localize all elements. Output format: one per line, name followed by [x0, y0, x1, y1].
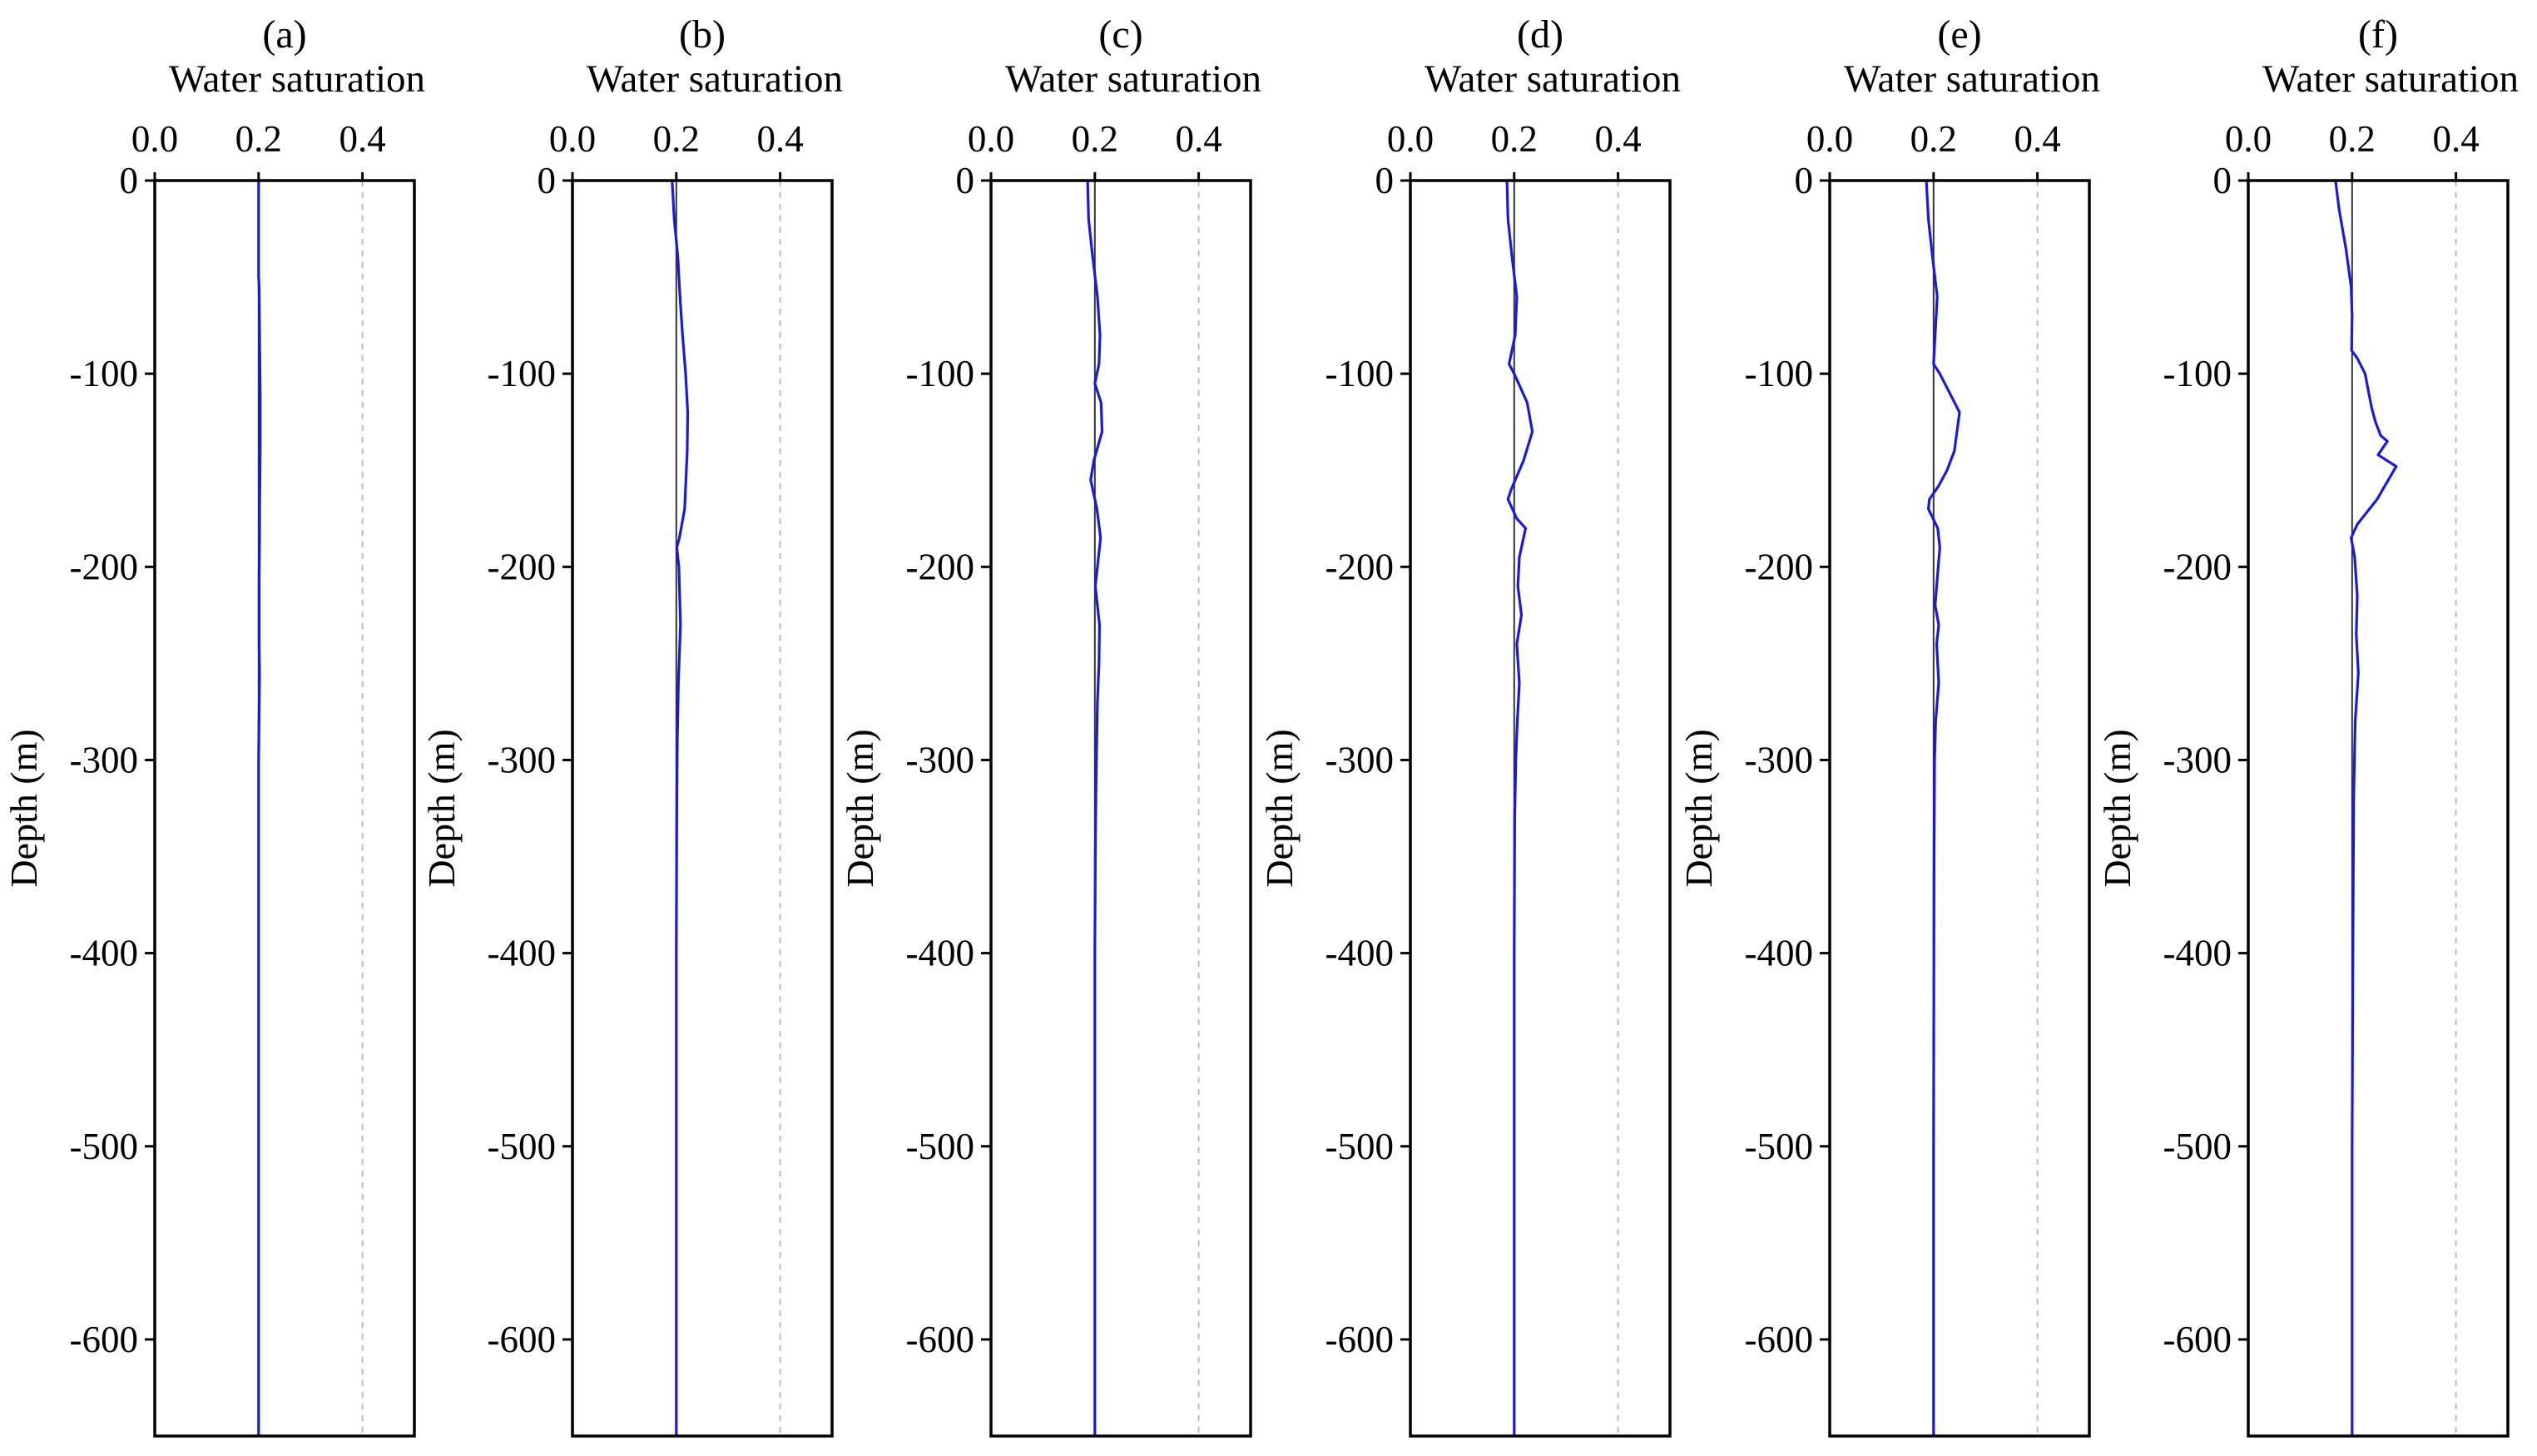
- y-tick-label: -300: [1745, 739, 1814, 780]
- y-tick-label: -600: [70, 1319, 139, 1360]
- panel-label: (c): [1098, 12, 1142, 57]
- y-axis-title: Depth (m): [839, 729, 881, 887]
- y-tick-label: -600: [1745, 1319, 1814, 1360]
- y-tick-label: -400: [70, 933, 139, 974]
- saturation-profile-line: [257, 181, 262, 1436]
- x-axis-title: Water saturation: [1844, 57, 2100, 101]
- panel-c: (c)Water saturation 0.0 0.2 0.4 0 -100 -200 -30…: [839, 12, 1261, 1438]
- saturation-profile-line: [671, 180, 690, 1436]
- panel-label: (d): [1517, 12, 1563, 57]
- y-axis-title: Depth (m): [420, 729, 463, 887]
- panel-b: (b)Water saturation 0.0 0.2 0.4 0 -100 -200 -30…: [420, 12, 843, 1438]
- x-tick-label: 0.2: [1910, 118, 1957, 160]
- y-tick-label: 0: [956, 160, 975, 201]
- x-tick-label: 0.0: [2225, 118, 2272, 160]
- panel-f: (f)Water saturation 0.0 0.2 0.4 0 -100 -200 -30…: [2096, 12, 2519, 1438]
- panel-d: (d)Water saturation 0.0 0.2 0.4 0 -100 -200 -30…: [1258, 12, 1681, 1438]
- x-tick-label: 0.4: [339, 118, 385, 160]
- y-tick-label: -300: [2163, 739, 2232, 780]
- y-axis-title: Depth (m): [2, 729, 45, 887]
- plot-frame: [571, 179, 834, 1438]
- y-tick-label: -300: [1325, 739, 1395, 780]
- x-axis-title: Water saturation: [169, 57, 425, 101]
- y-tick-label: -400: [906, 933, 975, 974]
- y-tick-label: -500: [488, 1126, 557, 1167]
- x-tick-label: 0.2: [1491, 118, 1538, 160]
- x-axis-title: Water saturation: [2262, 57, 2519, 101]
- saturation-profile-line: [1925, 180, 1961, 1436]
- y-tick-label: -500: [1745, 1126, 1814, 1167]
- panel-label: (f): [2358, 12, 2398, 57]
- x-tick-label: 0.4: [756, 118, 803, 160]
- panel-a: (a)Water saturation 0.0 0.2 0.4 0 -100 -200 -30…: [2, 12, 425, 1438]
- y-tick-label: -200: [906, 546, 975, 587]
- panel-label: (a): [262, 12, 306, 57]
- x-tick-label: 0.4: [1175, 118, 1221, 160]
- plot-frame: [2247, 179, 2510, 1438]
- y-tick-label: -400: [2163, 933, 2232, 974]
- y-tick-label: -400: [488, 933, 557, 974]
- y-tick-label: -600: [2163, 1319, 2232, 1360]
- y-tick-label: -100: [70, 353, 139, 394]
- panel-label: (b): [679, 12, 726, 57]
- y-tick-label: 0: [120, 160, 139, 201]
- y-tick-label: -400: [1325, 933, 1395, 974]
- x-tick-label: 0.2: [235, 118, 282, 160]
- y-tick-label: -500: [70, 1126, 139, 1167]
- saturation-profile-line: [1505, 180, 1534, 1436]
- y-tick-label: -200: [2163, 546, 2232, 587]
- x-tick-label: 0.2: [2329, 118, 2376, 160]
- plot-frame: [1828, 179, 2091, 1438]
- panel-e: (e)Water saturation 0.0 0.2 0.4 0 -100 -200 -30…: [1677, 12, 2100, 1438]
- x-axis-title: Water saturation: [1005, 57, 1261, 101]
- x-tick-label: 0.0: [549, 118, 596, 160]
- y-tick-label: -500: [906, 1126, 975, 1167]
- y-tick-label: 0: [538, 160, 557, 201]
- y-tick-label: -100: [488, 353, 557, 394]
- y-tick-label: -200: [1745, 546, 1814, 587]
- x-tick-label: 0.2: [653, 118, 700, 160]
- plot-frame: [153, 179, 416, 1438]
- y-tick-label: -100: [2163, 353, 2232, 394]
- y-tick-label: -500: [2163, 1126, 2232, 1167]
- y-axis-title: Depth (m): [1258, 729, 1301, 887]
- x-tick-label: 0.0: [1806, 118, 1853, 160]
- y-tick-label: -100: [1325, 353, 1395, 394]
- y-tick-label: -300: [906, 739, 975, 780]
- y-tick-label: -200: [70, 546, 139, 587]
- y-tick-label: -100: [1745, 353, 1814, 394]
- x-tick-label: 0.4: [2432, 118, 2479, 160]
- x-tick-label: 0.0: [1387, 118, 1434, 160]
- saturation-profile-line: [1086, 180, 1104, 1436]
- y-tick-label: -300: [70, 739, 139, 780]
- y-tick-label: -200: [488, 546, 557, 587]
- x-tick-label: 0.4: [1594, 118, 1641, 160]
- y-tick-label: -600: [906, 1319, 975, 1360]
- x-tick-label: 0.0: [968, 118, 1014, 160]
- y-tick-label: -300: [488, 739, 557, 780]
- y-axis-title: Depth (m): [1677, 729, 1720, 887]
- x-tick-label: 0.4: [2014, 118, 2060, 160]
- panel-label: (e): [1937, 12, 1981, 57]
- y-tick-label: -600: [1325, 1319, 1395, 1360]
- plot-frame: [1409, 179, 1672, 1438]
- y-tick-label: -200: [1325, 546, 1395, 587]
- y-tick-label: 0: [1375, 160, 1395, 201]
- y-tick-label: -400: [1745, 933, 1814, 974]
- y-tick-label: -600: [488, 1319, 557, 1360]
- y-tick-label: -100: [906, 353, 975, 394]
- x-tick-label: 0.2: [1072, 118, 1118, 160]
- y-tick-label: -500: [1325, 1126, 1395, 1167]
- plot-frame: [989, 179, 1252, 1438]
- y-axis-title: Depth (m): [2096, 729, 2138, 887]
- saturation-profile-line: [2334, 180, 2398, 1436]
- x-axis-title: Water saturation: [587, 57, 843, 101]
- y-tick-label: 0: [2213, 160, 2232, 201]
- y-tick-label: 0: [1795, 160, 1814, 201]
- x-tick-label: 0.0: [131, 118, 178, 160]
- x-axis-title: Water saturation: [1425, 57, 1681, 101]
